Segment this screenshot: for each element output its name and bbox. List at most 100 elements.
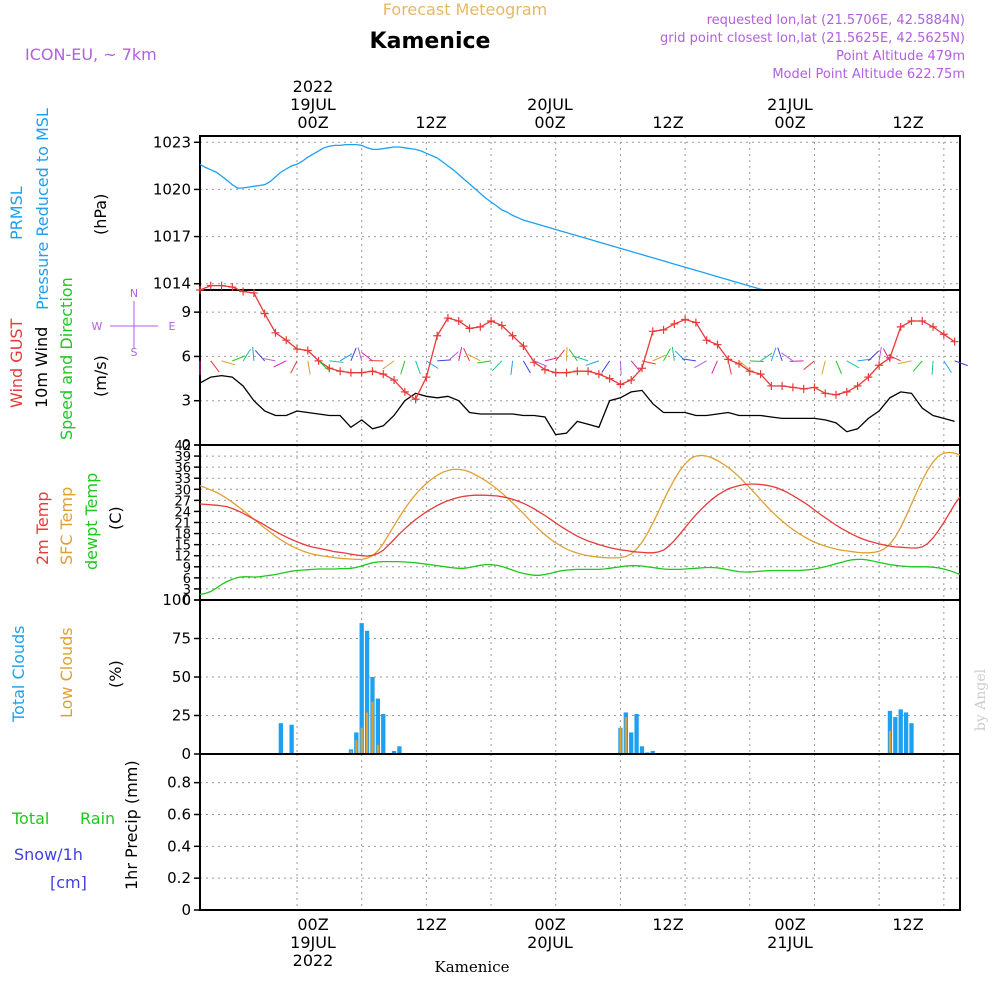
wind-arrow	[694, 360, 707, 369]
wind-arrow	[555, 349, 565, 362]
bar-total-clouds	[391, 750, 397, 754]
bar-low-clouds	[349, 750, 352, 754]
panel-labels: PRMSL Pressure Reduced to MSL (hPa) Wind…	[7, 108, 141, 892]
wind-arrow	[522, 360, 531, 374]
bar-low-clouds	[624, 717, 627, 754]
wind-arrow	[221, 360, 236, 366]
gust-marker	[497, 321, 506, 330]
label-total-clouds: Total Clouds	[9, 626, 28, 724]
gust-marker	[799, 384, 808, 393]
bar-low-clouds	[376, 744, 379, 754]
bar-low-clouds	[360, 727, 363, 754]
bar-total-clouds	[381, 713, 386, 754]
y-tick-label: 15	[174, 539, 191, 554]
gust-marker	[659, 325, 668, 334]
tick-label: 2022	[293, 951, 334, 970]
gust-marker	[616, 380, 625, 389]
tick-label: 21JUL	[767, 933, 813, 952]
wind-arrow	[357, 347, 363, 361]
y-tick-label: 75	[172, 630, 191, 648]
series-line-2m-temp	[199, 483, 961, 557]
gust-marker	[842, 387, 851, 396]
y-tick-label: 9	[183, 561, 191, 576]
label-rain: Rain	[80, 809, 115, 828]
tick-label: 12Z	[415, 915, 446, 934]
wind-arrow	[943, 360, 952, 373]
wind-arrow	[252, 346, 255, 361]
wind-arrow	[777, 347, 783, 362]
gust-marker	[756, 370, 765, 379]
wind-arrow	[619, 360, 622, 375]
wind-arrow	[210, 360, 220, 373]
tick-label: 2022	[293, 77, 334, 96]
gust-marker	[260, 309, 269, 318]
y-tick-label: 25	[172, 707, 191, 725]
tick-label: 12Z	[652, 915, 683, 934]
gust-marker	[853, 381, 862, 390]
y-tick-label: 39	[174, 450, 191, 465]
gust-marker	[379, 370, 388, 379]
gust-marker	[336, 367, 345, 376]
wind-arrow	[318, 360, 330, 371]
wind-arrow	[882, 348, 891, 362]
label-10m-wind: 10m Wind	[32, 327, 51, 408]
label-pct: (%)	[106, 660, 125, 688]
gust-marker	[443, 314, 452, 323]
watermark: by Angel	[973, 668, 989, 731]
wind-arrow	[307, 360, 311, 375]
wind-arrow	[544, 356, 559, 362]
y-tick-label: 50	[172, 668, 191, 686]
wind-arrow	[711, 360, 718, 374]
gust-marker	[433, 331, 442, 340]
label-snow: Snow/1h	[14, 845, 83, 864]
wind-arrow	[329, 360, 344, 363]
gust-marker	[788, 383, 797, 392]
wind-arrow	[447, 351, 459, 362]
gust-marker	[476, 322, 485, 331]
gust-marker	[702, 336, 711, 345]
point-altitude: Point Altitude 479m	[836, 49, 965, 64]
y-tick-label: 1014	[153, 275, 191, 293]
gust-marker	[810, 383, 819, 392]
model-altitude: Model Point Altitude 622.75m	[772, 67, 965, 82]
y-tick-label: 1017	[153, 228, 191, 246]
compass-n: N	[130, 287, 138, 300]
tick-label: 12Z	[892, 113, 923, 132]
gust-marker	[239, 287, 248, 296]
wind-arrow	[931, 360, 934, 375]
gust-marker	[594, 370, 603, 379]
gust-marker	[778, 381, 787, 390]
wind-arrow	[273, 360, 287, 368]
y-tick-label: 1020	[153, 180, 191, 198]
series-line-10m-wind	[199, 374, 955, 436]
gust-marker	[713, 340, 722, 349]
gust-marker	[228, 283, 237, 292]
y-tick-label: 21	[174, 517, 191, 532]
y-tick-label: 0.8	[167, 774, 191, 792]
gust-marker	[390, 376, 399, 385]
tick-label: 20JUL	[527, 933, 573, 952]
wind-arrow	[652, 354, 666, 362]
gust-marker	[896, 322, 905, 331]
bar-total-clouds	[634, 713, 639, 754]
wind-arrow	[727, 360, 732, 375]
gust-marker	[411, 395, 420, 404]
wind-arrow	[339, 353, 353, 362]
label-total: Total	[11, 809, 49, 828]
bar-total-clouds	[898, 709, 903, 754]
bar-total-clouds	[289, 724, 294, 754]
label-dewpt: dewpt Temp	[82, 473, 101, 570]
gust-marker	[551, 368, 560, 377]
wind-arrow	[400, 360, 406, 375]
wind-arrow	[568, 349, 578, 362]
wind-arrow	[463, 347, 470, 362]
wind-arrow	[491, 360, 503, 372]
tick-label: 21JUL	[767, 95, 813, 114]
bar-total-clouds	[359, 623, 364, 754]
gust-marker	[950, 337, 959, 346]
label-2m-temp: 2m Temp	[33, 492, 52, 566]
station-title: Kamenice	[370, 29, 491, 54]
time-axis-bottom: 00Z 19JUL 2022 12Z 00Z 20JUL 12Z 00Z 21J…	[290, 915, 924, 970]
gust-marker	[637, 364, 646, 373]
